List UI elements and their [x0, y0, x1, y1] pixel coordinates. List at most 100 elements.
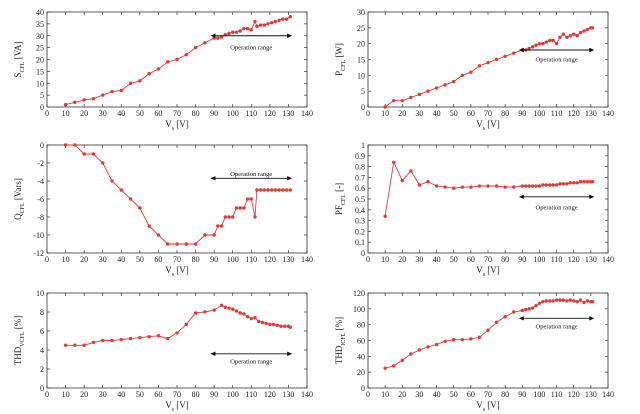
data-point — [223, 215, 227, 219]
data-point — [582, 300, 586, 305]
x-tick-label: 80 — [501, 390, 509, 399]
data-point — [266, 188, 270, 192]
data-point — [258, 23, 263, 27]
label-part: CFL — [20, 61, 26, 72]
data-point — [245, 197, 250, 201]
data-point — [554, 298, 559, 302]
data-point — [409, 169, 413, 173]
data-point — [400, 178, 404, 183]
data-point — [262, 188, 266, 192]
annotation-text: Operation range — [230, 45, 272, 52]
x-tick-label: 110 — [551, 255, 563, 264]
chart-thd_v: 0 10 20 30 40 50 60 70 80 90 100 110 120 130 140 0 2 4 6 8 1… — [13, 289, 313, 413]
x-tick-label: 30 — [99, 109, 107, 118]
data-point — [257, 319, 261, 324]
label-part: [%] — [334, 317, 344, 333]
data-point — [417, 183, 422, 187]
data-point — [238, 311, 242, 315]
label-part: THD — [13, 346, 23, 365]
data-point — [227, 31, 231, 36]
data-point — [281, 188, 285, 192]
data-point — [590, 300, 595, 304]
data-point — [452, 186, 456, 190]
data-point — [426, 345, 430, 349]
label-part: S — [13, 73, 23, 78]
data-point — [238, 29, 242, 33]
data-point — [503, 315, 507, 319]
y-tick-label: 2 — [40, 365, 44, 374]
y-tick-label: -10 — [33, 231, 44, 240]
data-point — [512, 185, 516, 189]
data-point — [578, 30, 583, 35]
x-tick-label: 0 — [45, 255, 49, 264]
data-point — [166, 242, 170, 246]
y-tick-label: 0 — [361, 249, 365, 258]
data-point — [460, 185, 464, 189]
data-point — [73, 143, 77, 147]
y-tick-label: 15 — [36, 67, 44, 76]
y-tick-label: 60 — [357, 337, 365, 346]
x-tick-label: 20 — [398, 390, 406, 399]
y-tick-label: 80 — [357, 321, 365, 330]
data-point — [558, 182, 562, 186]
data-point — [63, 102, 68, 107]
plot-frame — [367, 11, 609, 108]
data-point — [548, 38, 552, 43]
x-tick-label: 10 — [381, 390, 389, 399]
x-tick-label: 110 — [245, 390, 257, 399]
data-point — [138, 335, 142, 340]
x-tick-label: 120 — [264, 255, 276, 264]
data-point — [383, 105, 387, 109]
x-axis-label: Vs [V] — [476, 119, 500, 132]
data-point — [575, 34, 579, 38]
data-point — [512, 310, 516, 314]
x-tick-label: 50 — [136, 255, 144, 264]
arrow-head-left-icon — [210, 33, 216, 38]
data-point — [193, 311, 198, 315]
data-point — [585, 27, 590, 32]
y-tick-label: 0 — [361, 103, 365, 112]
data-point — [524, 184, 528, 188]
data-point — [575, 300, 579, 304]
data-point — [245, 315, 250, 319]
y-tick-label: 0.4 — [355, 206, 365, 215]
data-point — [582, 29, 586, 33]
x-tick-label: 60 — [154, 390, 162, 399]
x-tick-label: 90 — [518, 109, 526, 118]
y-tick-label: 40 — [36, 8, 44, 17]
data-point — [572, 32, 576, 36]
x-tick-label: 70 — [484, 255, 492, 264]
plot-frame — [367, 292, 609, 389]
data-point — [128, 81, 133, 85]
data-point — [260, 320, 265, 325]
x-tick-label: 60 — [467, 390, 475, 399]
arrow-head-right-icon — [287, 33, 293, 38]
x-tick-label: 100 — [533, 109, 545, 118]
x-tick-label: 70 — [173, 390, 181, 399]
label-part: s — [483, 407, 486, 413]
data-point — [156, 233, 161, 237]
data-point — [184, 242, 188, 246]
x-tick-label: 30 — [99, 255, 107, 264]
data-point — [193, 242, 198, 246]
data-point — [400, 98, 404, 103]
x-tick-label: 120 — [264, 109, 276, 118]
data-point — [242, 206, 246, 210]
y-tick-label: 30 — [357, 8, 365, 17]
label-part: V — [476, 119, 483, 129]
data-point — [477, 64, 482, 68]
x-tick-label: 120 — [264, 390, 276, 399]
annotation-text: Operation range — [536, 57, 578, 64]
data-point — [231, 307, 235, 311]
arrow-head-left-icon — [518, 47, 524, 53]
data-point — [383, 366, 387, 370]
y-tick-label: 0.5 — [355, 195, 365, 204]
x-tick-label: 60 — [154, 255, 162, 264]
y-tick-label: 30 — [36, 32, 44, 41]
x-axis-label: Vs [V] — [476, 400, 500, 413]
data-point — [73, 100, 77, 104]
label-part: CFL — [341, 194, 347, 205]
x-tick-label: 110 — [551, 109, 563, 118]
data-point — [558, 298, 562, 302]
y-tick-label: 4 — [40, 346, 44, 355]
